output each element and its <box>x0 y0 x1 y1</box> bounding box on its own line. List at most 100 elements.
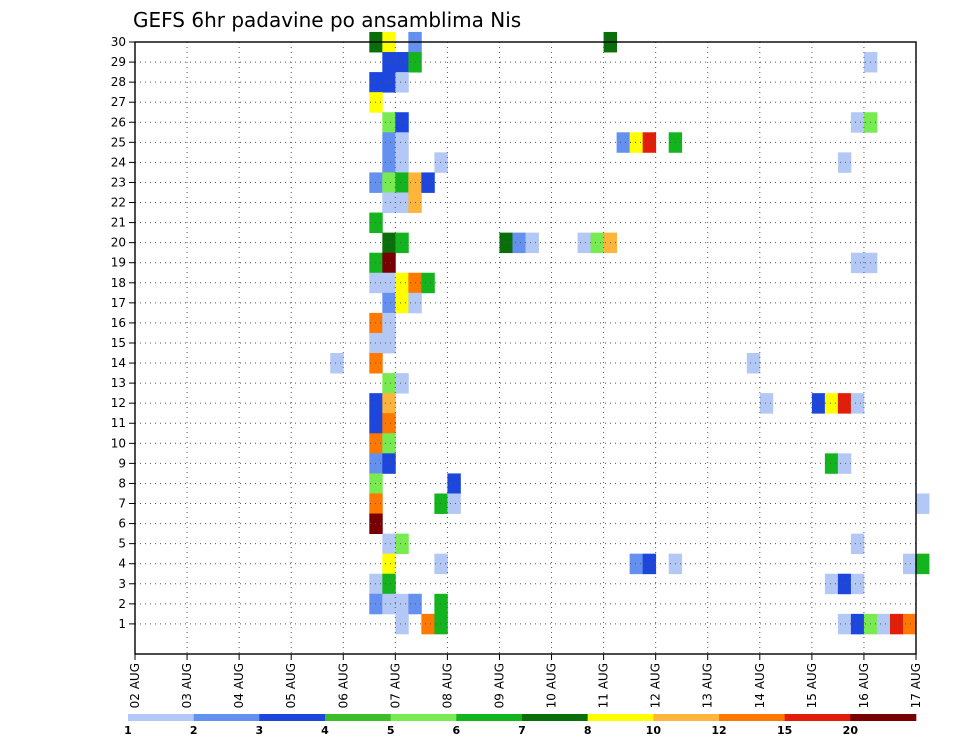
color-legend-swatch <box>522 714 588 721</box>
heatmap-cell <box>369 92 383 113</box>
heatmap-cell <box>434 613 448 635</box>
y-tick-label: 2 <box>118 597 126 611</box>
y-tick-label: 6 <box>118 517 126 531</box>
heatmap-cell <box>382 573 396 595</box>
color-legend: 1 2 3 4 5 6 7 8 10 12 15 20 <box>124 714 917 737</box>
color-legend-swatch <box>456 714 523 721</box>
color-legend-label: 3 <box>256 724 264 737</box>
color-legend-label: 4 <box>321 724 329 737</box>
heatmap-cell <box>395 112 409 133</box>
heatmap-cell <box>382 152 396 173</box>
heatmap-cell <box>382 72 396 93</box>
color-legend-swatch <box>850 714 917 721</box>
heatmap-cell <box>382 252 396 274</box>
heatmap-cell <box>395 192 409 213</box>
heatmap-cell <box>382 373 396 394</box>
y-tick-label: 28 <box>111 75 126 89</box>
x-tick-label: 07 AUG <box>388 663 402 708</box>
heatmap-cell <box>382 413 396 434</box>
y-tick-label: 15 <box>111 336 126 350</box>
heatmap-cell <box>369 473 383 494</box>
color-legend-swatch <box>784 714 851 721</box>
heatmap-cell <box>369 272 383 294</box>
heatmap-cell <box>850 252 865 274</box>
heatmap-cell <box>330 353 344 374</box>
y-tick-label: 10 <box>111 436 126 450</box>
heatmap-cell <box>447 473 461 494</box>
heatmap-cell <box>837 613 852 635</box>
heatmap-cell <box>434 152 448 173</box>
y-tick-label: 13 <box>111 376 126 390</box>
heatmap-cell <box>746 353 761 374</box>
x-tick-label: 09 AUG <box>492 663 506 708</box>
y-tick-label: 7 <box>118 497 126 511</box>
heatmap-cell <box>642 132 657 153</box>
heatmap-cell <box>382 553 396 575</box>
y-tick-label: 4 <box>118 557 126 571</box>
heatmap-cell <box>850 393 865 414</box>
heatmap-cell <box>369 72 383 93</box>
color-legend-label: 8 <box>584 724 592 737</box>
x-tick-label: 12 AUG <box>649 663 663 708</box>
heatmap-cell <box>902 613 917 635</box>
grid-lines <box>135 41 916 654</box>
heatmap-cell <box>382 192 396 213</box>
heatmap-cell <box>369 593 383 615</box>
heatmap-cell <box>642 553 657 575</box>
y-tick-label: 22 <box>111 196 126 210</box>
heatmap-cell <box>395 152 409 173</box>
heatmap-cell <box>525 232 539 254</box>
y-tick-label: 25 <box>111 135 126 149</box>
y-tick-label: 1 <box>118 617 126 631</box>
heatmap-cell <box>902 553 917 575</box>
y-tick-label: 12 <box>111 396 126 410</box>
heatmap-cell <box>369 172 383 193</box>
heatmap-cell <box>837 573 852 595</box>
heatmap-cell <box>382 393 396 414</box>
heatmap-cell <box>382 132 396 153</box>
color-legend-swatch <box>325 714 391 721</box>
color-legend-label: 1 <box>124 724 132 737</box>
color-legend-swatch <box>587 714 654 721</box>
heatmap-cell <box>759 393 774 414</box>
y-tick-label: 26 <box>111 115 126 129</box>
y-tick-label: 14 <box>111 356 126 370</box>
y-tick-label: 3 <box>118 577 126 591</box>
heatmap-cell <box>395 72 409 93</box>
color-legend-swatch <box>390 714 457 721</box>
heatmap-cell <box>369 252 383 274</box>
heatmap-cell <box>382 232 396 254</box>
heatmap-cell <box>850 613 865 635</box>
y-tick-label: 11 <box>111 416 126 430</box>
heatmap-cell <box>850 112 865 133</box>
y-axis: 1234567891011121314151617181920212223242… <box>111 35 135 631</box>
heatmap-cell <box>382 52 396 73</box>
heatmap-cell <box>850 533 865 555</box>
x-tick-label: 03 AUG <box>180 663 194 708</box>
x-tick-label: 05 AUG <box>284 663 298 708</box>
heatmap-cell <box>369 573 383 595</box>
heatmap-cell <box>499 232 513 254</box>
heatmap-cell <box>369 453 383 474</box>
x-tick-label: 15 AUG <box>805 663 819 708</box>
heatmap-cell <box>434 493 448 514</box>
heatmap-cell <box>369 212 383 234</box>
heatmap-cell <box>382 533 396 555</box>
heatmap-cell <box>369 493 383 514</box>
x-tick-label: 10 AUG <box>545 663 559 708</box>
heatmap-cell <box>837 393 852 414</box>
y-tick-label: 20 <box>111 236 126 250</box>
y-tick-label: 18 <box>111 276 126 290</box>
heatmap-cell <box>916 493 930 514</box>
color-legend-label: 7 <box>518 724 526 737</box>
color-legend-label: 5 <box>387 724 395 737</box>
heatmap-cell <box>824 453 839 474</box>
x-tick-label: 14 AUG <box>753 663 767 708</box>
x-axis: 02 AUG 03 AUG 04 AUG 05 AUG 06 AUG 07 AUG 08 A… <box>128 654 923 708</box>
heatmap-cell <box>395 272 409 294</box>
heatmap-cell <box>811 393 826 414</box>
heatmap-cell <box>850 573 865 595</box>
heatmap-cell <box>824 573 839 595</box>
heatmap-cell <box>837 453 852 474</box>
